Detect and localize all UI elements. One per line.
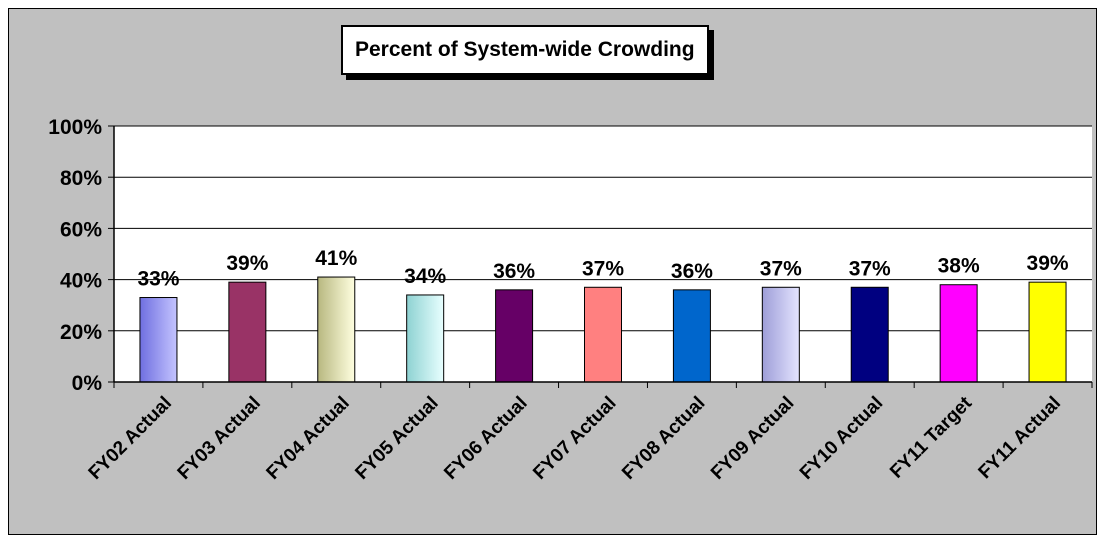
category-label: FY03 Actual <box>174 393 265 484</box>
y-tick-label: 80% <box>60 167 102 190</box>
data-label: 37% <box>849 257 891 280</box>
category-label: FY07 Actual <box>529 393 620 484</box>
y-tick-label: 100% <box>48 116 102 139</box>
data-label: 41% <box>315 247 357 270</box>
bar <box>761 286 800 383</box>
data-label: 36% <box>493 260 535 283</box>
data-label: 37% <box>760 257 802 280</box>
y-tick-label: 60% <box>60 218 102 241</box>
y-tick-labels: 0% 20% 40% 60% 80% 100% <box>48 116 102 395</box>
bar <box>584 286 622 383</box>
chart-title: Percent of System-wide Crowding <box>341 25 709 75</box>
category-label: FY11 Actual <box>975 393 1066 484</box>
bar <box>406 294 445 383</box>
bar <box>1028 281 1067 383</box>
data-label: 36% <box>671 260 713 283</box>
category-label: FY06 Actual <box>440 393 531 484</box>
y-tick-label: 20% <box>60 321 102 344</box>
axes <box>108 125 1093 388</box>
category-label: FY08 Actual <box>618 393 709 484</box>
bar <box>228 281 267 383</box>
bar <box>495 289 534 383</box>
data-label: 38% <box>938 255 980 278</box>
y-tick-label: 40% <box>60 270 102 293</box>
bars <box>139 276 1067 383</box>
category-label: FY04 Actual <box>263 393 354 484</box>
category-label: FY10 Actual <box>796 393 887 484</box>
y-tick-label: 0% <box>72 372 103 395</box>
data-labels: 33% 39% 41% 34% 36% 37% 36% 37% 37% 38% 39% <box>137 247 1068 290</box>
bar-chart: 0% 20% 40% 60% 80% 100% 33% 39% 41% 34% 36% 37% 36%… <box>48 116 1093 484</box>
category-label: FY11 Target <box>886 392 976 482</box>
data-label: 39% <box>226 252 268 275</box>
bar <box>939 284 978 383</box>
bar <box>317 276 356 383</box>
data-label: 34% <box>404 265 446 288</box>
data-label: 37% <box>582 257 624 280</box>
category-label: FY09 Actual <box>707 393 798 484</box>
bar <box>139 297 178 383</box>
category-label: FY05 Actual <box>351 393 442 484</box>
chart-frame: 0% 20% 40% 60% 80% 100% 33% 39% 41% 34% 36% 37% 36%… <box>8 8 1097 535</box>
bar <box>672 289 711 383</box>
category-label: FY02 Actual <box>85 393 176 484</box>
data-label: 33% <box>137 268 179 291</box>
data-label: 39% <box>1027 252 1069 275</box>
bar <box>850 286 889 383</box>
